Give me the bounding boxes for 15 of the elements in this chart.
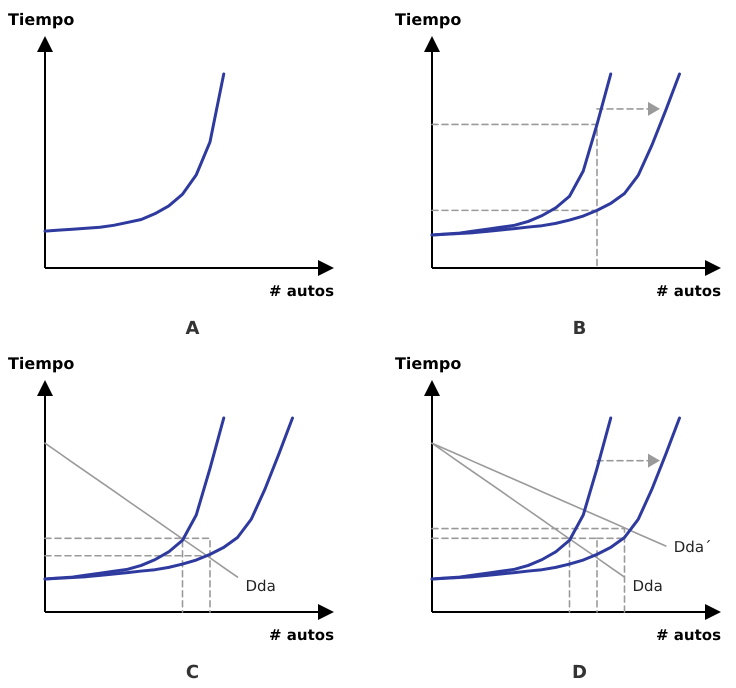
- x-axis-title: # autos: [656, 282, 722, 300]
- y-axis-title: Tiempo: [8, 10, 74, 29]
- y-axis-title: Tiempo: [8, 354, 74, 373]
- y-axis-title: Tiempo: [395, 10, 462, 29]
- text: D: [572, 662, 587, 683]
- y-axis-title: Tiempo: [395, 354, 462, 373]
- text: A: [186, 318, 200, 339]
- x-axis-title: # autos: [269, 626, 334, 644]
- x-axis-title: # autos: [269, 282, 334, 300]
- x-axis-title: # autos: [656, 626, 722, 644]
- text: B: [572, 318, 586, 339]
- text: C: [186, 662, 200, 683]
- series-label: Dda: [632, 577, 663, 596]
- series-label: Dda: [246, 577, 276, 596]
- series-label: Dda´: [674, 538, 712, 556]
